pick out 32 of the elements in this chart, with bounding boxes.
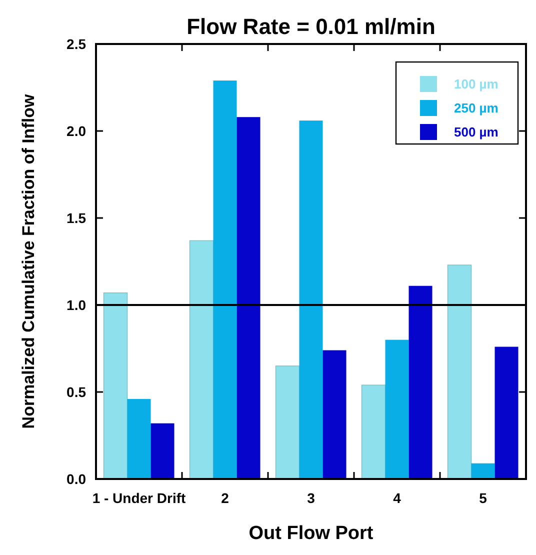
x-axis-title: Out Flow Port [248,523,374,544]
legend-label: 250 µm [454,100,498,116]
bar [213,80,237,479]
y-tick-label: 2.0 [66,122,86,139]
y-axis-title: Normalized Cumulative Fraction of Inflow [19,94,38,429]
y-tick-label: 1.0 [66,296,86,313]
x-tick-label: 2 [221,490,230,506]
bar [385,340,409,479]
bar [189,240,214,480]
y-tick-label: 1.5 [66,210,86,226]
x-tick-label: 3 [307,490,316,506]
legend-label: 500 µm [454,124,498,140]
x-tick-label: 1 - Under Drift [92,490,186,506]
chart-title: Flow Rate = 0.01 ml/min [186,14,436,39]
bar [447,264,472,480]
x-tick-label: 4 [393,490,402,506]
legend-label: 100 µm [454,76,498,92]
bar [127,398,151,479]
bar [236,117,260,479]
y-tick-label: 0.0 [66,470,86,487]
bar [494,346,518,479]
y-tick-label: 0.5 [66,384,86,400]
bar [471,463,495,479]
bar [103,292,128,480]
bar [299,120,323,479]
bar [322,350,346,479]
bar [361,384,386,480]
bar [275,366,300,480]
bar [408,286,432,479]
y-tick-label: 2.5 [66,36,86,52]
bar [150,423,174,479]
x-tick-label: 5 [479,490,488,506]
